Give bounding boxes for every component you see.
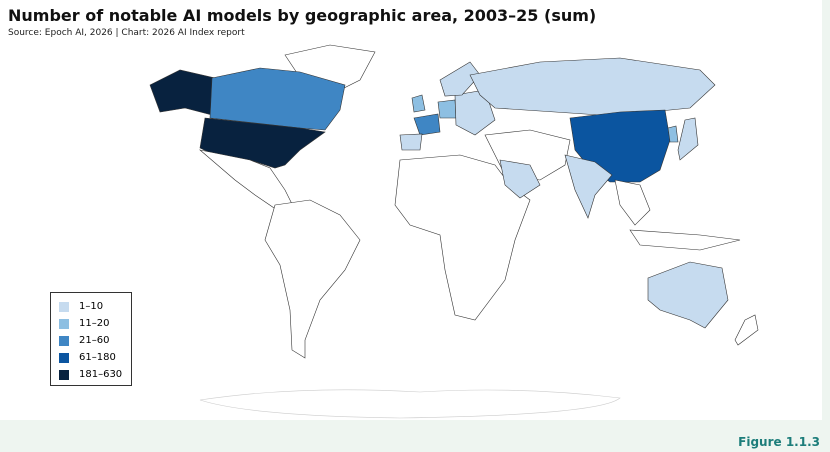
legend-entry: 181–630 xyxy=(59,366,131,383)
title: Number of notable AI models by geographi… xyxy=(8,6,597,25)
canada xyxy=(209,67,346,131)
legend-entry: 21–60 xyxy=(59,332,131,349)
south-america xyxy=(264,199,361,359)
figure-label: Figure 1.1.3 xyxy=(738,435,820,449)
legend-swatch xyxy=(59,335,69,346)
legend-label: 61–180 xyxy=(79,352,116,363)
germany xyxy=(437,99,457,119)
legend-swatch xyxy=(59,301,69,312)
legend-swatch xyxy=(59,318,69,329)
korea xyxy=(667,125,679,143)
legend-entry: 61–180 xyxy=(59,349,131,366)
legend-entry: 11–20 xyxy=(59,315,131,332)
saudi-arabia xyxy=(499,159,541,199)
legend: 1–10 11–20 21–60 61–180 181–630 xyxy=(50,292,132,386)
france xyxy=(413,113,441,136)
legend-swatch xyxy=(59,369,69,380)
legend-label: 21–60 xyxy=(79,335,110,346)
map xyxy=(149,44,759,419)
se-asia xyxy=(614,179,651,226)
legend-label: 1–10 xyxy=(79,301,104,312)
japan xyxy=(677,117,699,161)
alaska xyxy=(149,69,216,116)
scandinavia xyxy=(439,61,481,97)
india xyxy=(564,154,613,219)
legend-label: 181–630 xyxy=(79,369,123,380)
iberia xyxy=(399,133,423,151)
footer xyxy=(0,420,830,452)
source: Source: Epoch AI, 2026 | Chart: 2026 AI … xyxy=(8,28,245,38)
australia xyxy=(647,261,729,329)
antarctica xyxy=(199,389,621,419)
russia xyxy=(469,57,716,116)
africa xyxy=(394,154,531,321)
uk xyxy=(411,94,426,113)
legend-label: 11–20 xyxy=(79,318,110,329)
edge-strip xyxy=(822,0,830,420)
new-zealand xyxy=(734,314,759,346)
legend-swatch xyxy=(59,352,69,363)
indonesia xyxy=(629,229,741,251)
legend-entry: 1–10 xyxy=(59,298,131,315)
